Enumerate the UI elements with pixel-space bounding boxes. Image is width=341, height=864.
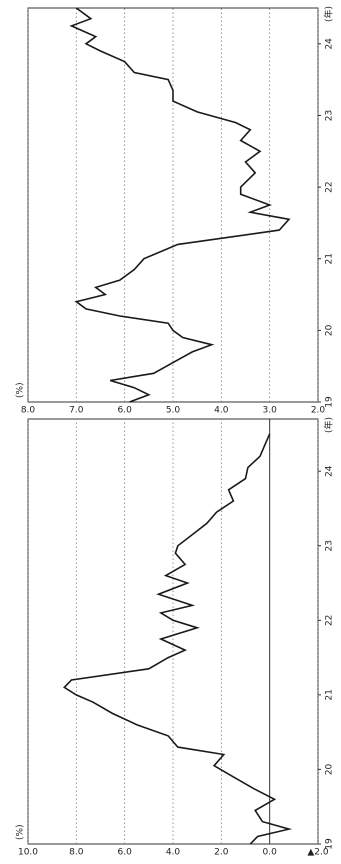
y-tick-label: 8.0 bbox=[21, 406, 36, 416]
y-tick-label: 8.0 bbox=[69, 848, 84, 858]
y-tick-label: 10.0 bbox=[18, 848, 38, 858]
y-tick-label: 4.0 bbox=[166, 848, 181, 858]
x-tick-label: 23 bbox=[325, 540, 335, 551]
x-tick-label: 22 bbox=[325, 181, 335, 192]
y-tick-label: 5.0 bbox=[166, 406, 181, 416]
y-tick-label: 0.0 bbox=[263, 848, 278, 858]
x-tick-label: 24 bbox=[325, 465, 335, 477]
x-tick-label: 22 bbox=[325, 615, 335, 626]
x-tick-label: 20 bbox=[325, 763, 335, 775]
y-tick-label: 3.0 bbox=[263, 406, 278, 416]
y-tick-label: ▲2.0 bbox=[307, 848, 329, 858]
x-tick-label: 19 bbox=[325, 838, 335, 850]
y-tick-label: 2.0 bbox=[311, 406, 326, 416]
x-tick-label: 21 bbox=[325, 253, 335, 264]
y-tick-label: 7.0 bbox=[69, 406, 84, 416]
x-tick-label: 19 bbox=[325, 396, 335, 408]
y-tick-label: 4.0 bbox=[214, 406, 229, 416]
x-axis-label: (年) bbox=[323, 417, 335, 433]
x-tick-label: 20 bbox=[325, 324, 335, 336]
y-axis-label: (%) bbox=[16, 824, 26, 840]
rotated-charts: ▲2.0 0.0 2.0 4.0 6.0 8.0 10.0 (%) 19 20 21 22 23 24 (年… bbox=[16, 6, 335, 858]
y-tick-label: 2.0 bbox=[214, 848, 229, 858]
x-axis-label: (年) bbox=[323, 6, 335, 22]
y-tick-label: 6.0 bbox=[118, 848, 133, 858]
data-line bbox=[69, 7, 291, 403]
data-line bbox=[63, 433, 293, 845]
x-tick-label: 21 bbox=[325, 689, 335, 700]
y-axis-label: (%) bbox=[16, 382, 26, 398]
x-tick-label: 24 bbox=[325, 38, 335, 50]
x-tick-label: 23 bbox=[325, 110, 335, 121]
y-tick-label: 6.0 bbox=[118, 406, 133, 416]
